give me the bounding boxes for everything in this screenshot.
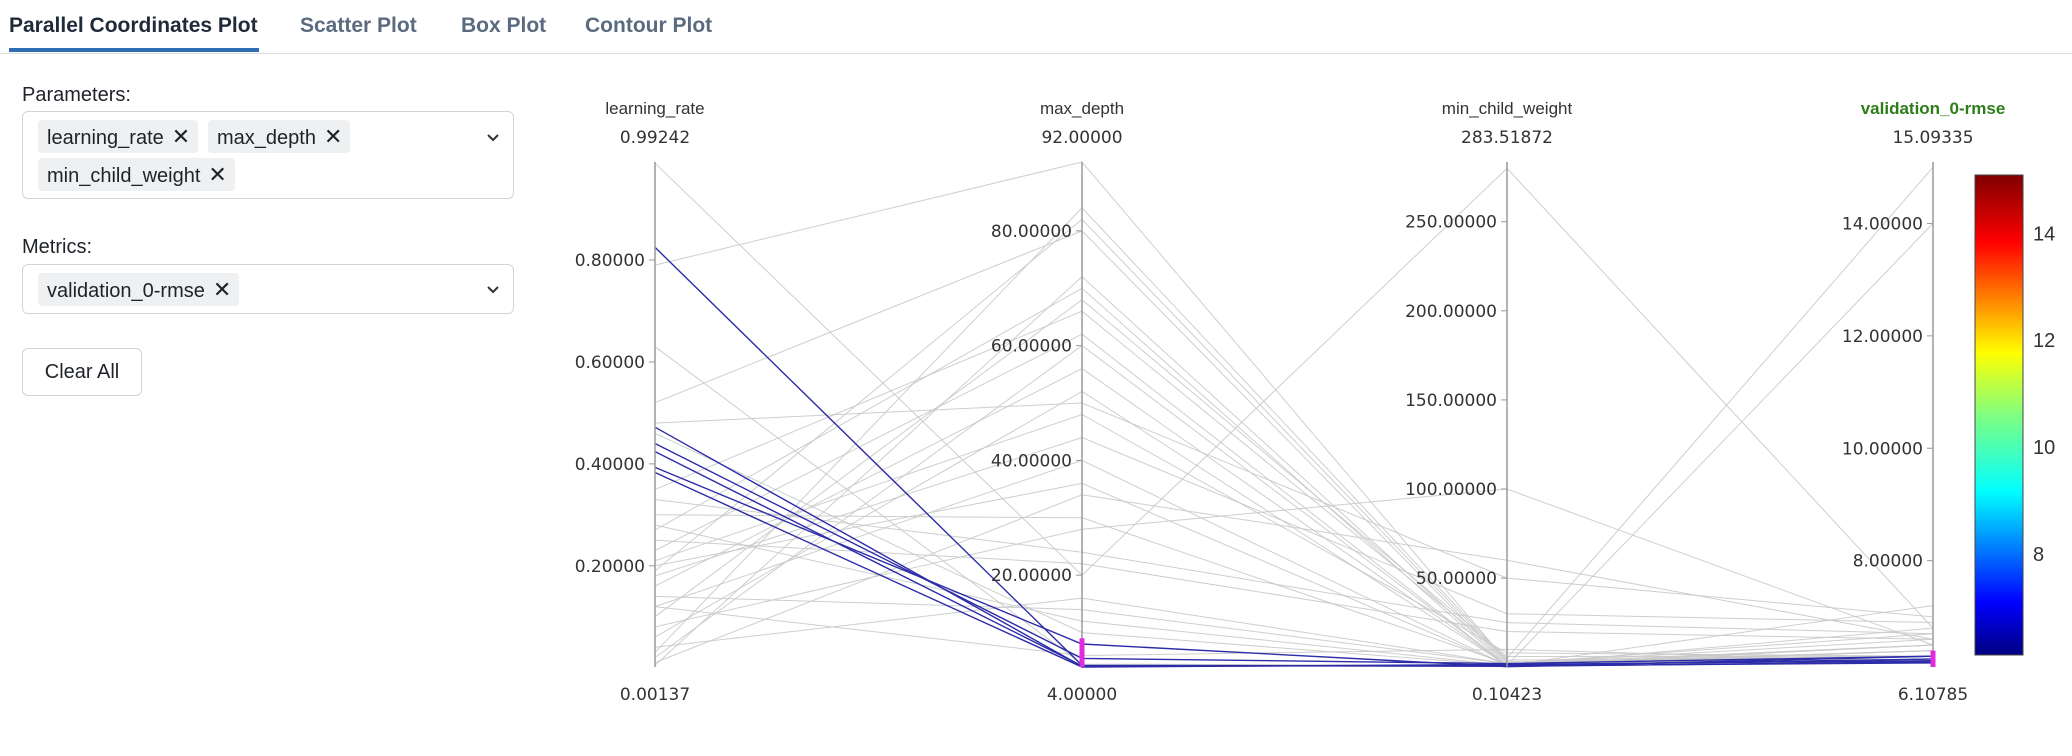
metric-chip: validation_0-rmse ✕: [38, 273, 240, 306]
unselected-line: [654, 207, 1934, 661]
unselected-line: [654, 287, 1934, 666]
axis-min-label: 4.00000: [1047, 685, 1117, 705]
selected-line: [654, 466, 1934, 668]
unselected-line: [654, 488, 1934, 646]
tab-contour-plot[interactable]: Contour Plot: [585, 14, 713, 37]
axis-brush[interactable]: [1079, 638, 1085, 667]
axis-tick-label: 150.00000: [1405, 391, 1497, 411]
unselected-line: [654, 230, 1934, 665]
axis-title: min_child_weight: [1442, 99, 1573, 118]
unselected-line: [654, 346, 1934, 666]
parameter-chip-label: learning_rate: [47, 127, 164, 149]
close-icon[interactable]: ✕: [212, 277, 232, 302]
axis-min-label: 0.00137: [620, 685, 690, 705]
axis-max-label: 92.00000: [1041, 128, 1122, 148]
unselected-line: [654, 402, 1934, 618]
unselected-line: [654, 276, 1934, 666]
unselected-line: [654, 606, 1934, 663]
unselected-line: [654, 459, 1934, 666]
axis-min-label: 6.10785: [1898, 685, 1968, 705]
parameter-chip-label: min_child_weight: [47, 165, 201, 187]
tab-bar: Parallel Coordinates Plot Scatter Plot B…: [0, 0, 2072, 54]
axis-max-label: 283.51872: [1461, 128, 1553, 148]
close-icon[interactable]: ✕: [171, 124, 191, 149]
colorbar: 8 10 12 14: [1974, 174, 2055, 656]
selected-lines: [654, 246, 1934, 668]
tab-parallel-coordinates-plot[interactable]: Parallel Coordinates Plot: [9, 14, 258, 37]
unselected-line: [654, 223, 1934, 667]
parameter-chip: learning_rate ✕: [38, 120, 199, 153]
axis-brush[interactable]: [1930, 650, 1936, 667]
chevron-down-icon[interactable]: [483, 128, 503, 148]
unselected-line: [654, 432, 1934, 666]
axis-tick-label: 10.00000: [1842, 439, 1923, 459]
tab-scatter-plot[interactable]: Scatter Plot: [300, 14, 417, 37]
axis-tick-label: 0.40000: [575, 455, 645, 475]
unselected-line: [654, 436, 1934, 623]
unselected-line: [654, 166, 1934, 659]
axis-tick-label: 40.00000: [991, 451, 1072, 471]
close-icon[interactable]: ✕: [323, 124, 343, 149]
parameters-label: Parameters:: [22, 84, 131, 106]
close-icon[interactable]: ✕: [208, 162, 227, 187]
unselected-line: [654, 333, 1934, 666]
unselected-line: [654, 539, 1934, 640]
colorbar-tick-label: 10: [2033, 437, 2055, 459]
axis-tick-label: 0.20000: [575, 557, 645, 577]
axis-min-label: 0.10423: [1472, 685, 1542, 705]
unselected-line: [654, 494, 1934, 664]
metric-chip-label: validation_0-rmse: [47, 280, 205, 302]
chevron-down-icon[interactable]: [483, 280, 503, 300]
unselected-lines: [654, 161, 1934, 667]
axis-tick-label: 0.80000: [575, 251, 645, 271]
axis-tick-label: 50.00000: [1416, 569, 1497, 589]
axis-max-label: 15.09335: [1892, 128, 1973, 148]
axis-title: learning_rate: [605, 99, 704, 118]
colorbar-gradient: [1974, 174, 2024, 656]
parameter-chip: min_child_weight ✕: [38, 158, 235, 191]
colorbar-tick-label: 14: [2033, 223, 2055, 245]
metrics-label: Metrics:: [22, 236, 92, 258]
axis-max-label: 0.99242: [620, 128, 690, 148]
parameter-chip: max_depth ✕: [208, 120, 351, 153]
colorbar-tick-label: 8: [2033, 544, 2044, 566]
axis-tick-label: 250.00000: [1405, 213, 1497, 233]
tab-box-plot[interactable]: Box Plot: [461, 14, 547, 37]
axis-tick-label: 0.60000: [575, 353, 645, 373]
axis-tick-label: 20.00000: [991, 566, 1072, 586]
axes: learning_rate 0.99242 0.00137 0.20000 0.4000…: [575, 99, 2006, 705]
unselected-line: [654, 514, 1934, 665]
axis-tick-label: 60.00000: [991, 337, 1072, 357]
axis-tick-label: 100.00000: [1405, 480, 1497, 500]
unselected-line: [654, 597, 1934, 665]
axis-tick-label: 14.00000: [1842, 214, 1923, 234]
unselected-line: [654, 218, 1933, 663]
clear-all-button[interactable]: Clear All: [22, 348, 142, 396]
unselected-line: [654, 595, 1934, 665]
unselected-line: [654, 299, 1934, 658]
selected-line: [654, 471, 1934, 668]
axis-title: validation_0-rmse: [1861, 99, 2006, 118]
unselected-line: [654, 162, 1934, 629]
parameter-chip-label: max_depth: [217, 127, 316, 149]
parameters-select[interactable]: learning_rate ✕ max_depth ✕ min_child_weig…: [22, 111, 514, 199]
axis-title: max_depth: [1040, 99, 1124, 118]
active-tab-indicator: [9, 48, 259, 52]
selected-line: [654, 442, 1934, 665]
metrics-select[interactable]: validation_0-rmse ✕: [22, 264, 514, 314]
axis-tick-label: 80.00000: [991, 222, 1072, 242]
axis-tick-label: 8.00000: [1853, 552, 1923, 572]
colorbar-tick-label: 12: [2033, 330, 2055, 352]
unselected-line: [654, 161, 1934, 663]
axis-tick-label: 200.00000: [1405, 302, 1497, 322]
unselected-line: [654, 499, 1934, 635]
axis-tick-label: 12.00000: [1842, 327, 1923, 347]
